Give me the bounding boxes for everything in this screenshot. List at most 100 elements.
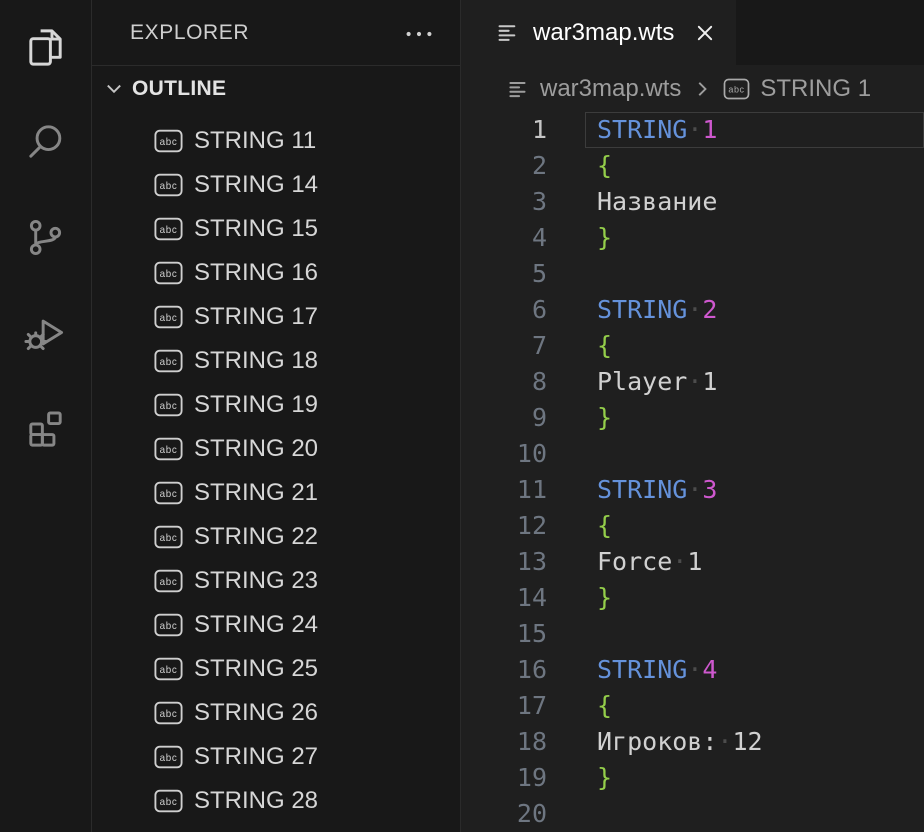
- outline-item-label: STRING 19: [194, 391, 319, 418]
- code-line: 3 Название: [461, 184, 924, 220]
- abc-string-icon: abc: [154, 129, 183, 153]
- svg-text:abc: abc: [160, 797, 178, 808]
- code-line: 8 Player·1: [461, 364, 924, 400]
- code-line-content[interactable]: STRING·2: [585, 292, 924, 328]
- code-line: 16 STRING·4: [461, 652, 924, 688]
- line-number: 7: [531, 331, 547, 360]
- outline-item-label: STRING 15: [194, 215, 319, 242]
- outline-item[interactable]: abc STRING 11: [92, 119, 460, 163]
- line-number: 16: [516, 655, 547, 684]
- line-number: 1: [531, 115, 547, 144]
- code-line-content[interactable]: {: [585, 508, 924, 544]
- code-line-content[interactable]: }: [585, 220, 924, 256]
- svg-text:abc: abc: [160, 225, 178, 236]
- outline-item[interactable]: abc STRING 28: [92, 779, 460, 823]
- breadcrumb-symbol[interactable]: STRING 1: [760, 74, 872, 102]
- outline-item[interactable]: abc STRING 27: [92, 735, 460, 779]
- outline-item[interactable]: abc STRING 23: [92, 559, 460, 603]
- code-token-text: 1: [702, 367, 718, 396]
- code-token-text: 12: [732, 727, 763, 756]
- activitybar-item-search[interactable]: [0, 95, 91, 190]
- svg-text:abc: abc: [160, 313, 178, 324]
- chevron-right-icon: [691, 78, 713, 100]
- svg-text:abc: abc: [729, 84, 745, 94]
- code-line-content[interactable]: {: [585, 328, 924, 364]
- outline-item-label: STRING 20: [194, 435, 319, 462]
- svg-text:abc: abc: [160, 533, 178, 544]
- code-line-content[interactable]: Force·1: [585, 544, 924, 580]
- code-line-content[interactable]: [585, 616, 924, 652]
- abc-string-icon: abc: [154, 173, 183, 197]
- code-line-content[interactable]: }: [585, 400, 924, 436]
- code-line: 11 STRING·3: [461, 472, 924, 508]
- outline-item[interactable]: abc STRING 18: [92, 339, 460, 383]
- outline-item-label: STRING 26: [194, 699, 319, 726]
- code-line-content[interactable]: Название: [585, 184, 924, 220]
- file-lines-icon: [506, 77, 530, 101]
- code-token-brace: {: [597, 151, 613, 180]
- code-line: 15: [461, 616, 924, 652]
- code-line-content[interactable]: [585, 436, 924, 472]
- outline-item-partial[interactable]: abc: [92, 823, 460, 832]
- breadcrumb-file[interactable]: war3map.wts: [540, 74, 682, 102]
- code-line-content[interactable]: Игроков:·12: [585, 724, 924, 760]
- outline-item-label: STRING 25: [194, 655, 319, 682]
- svg-text:abc: abc: [160, 709, 178, 720]
- code-line-content[interactable]: Player·1: [585, 364, 924, 400]
- abc-string-icon: abc: [154, 657, 183, 681]
- code-line: 12 {: [461, 508, 924, 544]
- code-line-content[interactable]: }: [585, 580, 924, 616]
- outline-item[interactable]: abc STRING 26: [92, 691, 460, 735]
- svg-text:abc: abc: [160, 753, 178, 764]
- activitybar-item-run-debug[interactable]: [0, 285, 91, 380]
- code-line-content[interactable]: STRING·4: [585, 652, 924, 688]
- abc-string-icon: abc: [154, 525, 183, 549]
- outline-item[interactable]: abc STRING 16: [92, 251, 460, 295]
- outline-item[interactable]: abc STRING 14: [92, 163, 460, 207]
- code-editor[interactable]: 1 STRING·1 2{3 Название 4} 5 6 STRING·2 7{8 Playe…: [461, 112, 924, 832]
- outline-item[interactable]: abc STRING 15: [92, 207, 460, 251]
- close-icon[interactable]: [692, 20, 718, 46]
- outline-item[interactable]: abc STRING 25: [92, 647, 460, 691]
- code-line-content[interactable]: [585, 796, 924, 832]
- code-token-brace: {: [597, 691, 613, 720]
- outline-item-label: STRING 24: [194, 611, 319, 638]
- outline-item[interactable]: abc STRING 21: [92, 471, 460, 515]
- code-line: 19}: [461, 760, 924, 796]
- outline-item[interactable]: abc STRING 22: [92, 515, 460, 559]
- outline-item[interactable]: abc STRING 20: [92, 427, 460, 471]
- code-token-ws: ·: [687, 367, 703, 396]
- outline-item-label: STRING 11: [194, 127, 317, 154]
- more-actions-button[interactable]: [404, 21, 434, 45]
- code-line-content[interactable]: STRING·1: [585, 112, 924, 148]
- activitybar-item-source-control[interactable]: [0, 190, 91, 285]
- code-line-content[interactable]: }: [585, 760, 924, 796]
- activitybar-item-explorer[interactable]: [0, 0, 91, 95]
- line-number: 2: [531, 151, 547, 180]
- svg-text:abc: abc: [160, 665, 178, 676]
- tab-war3map-wts[interactable]: war3map.wts: [461, 0, 737, 65]
- code-token-brace: }: [597, 223, 613, 252]
- tab-bar: war3map.wts: [461, 0, 924, 65]
- code-token-brace: {: [597, 331, 613, 360]
- code-line-content[interactable]: STRING·3: [585, 472, 924, 508]
- outline-item[interactable]: abc STRING 24: [92, 603, 460, 647]
- outline-section-header[interactable]: OUTLINE: [92, 65, 460, 112]
- code-token-ws: ·: [672, 547, 688, 576]
- line-number: 6: [531, 295, 547, 324]
- outline-item[interactable]: abc STRING 19: [92, 383, 460, 427]
- svg-text:abc: abc: [160, 401, 178, 412]
- outline-item-label: STRING 22: [194, 523, 319, 550]
- code-line-content[interactable]: {: [585, 148, 924, 184]
- code-token-kw: STRING: [597, 295, 688, 324]
- svg-text:abc: abc: [160, 357, 178, 368]
- activitybar-item-extensions[interactable]: [0, 380, 91, 475]
- outline-item-label: STRING 21: [194, 479, 319, 506]
- code-line-content[interactable]: [585, 256, 924, 292]
- code-line: 17 {: [461, 688, 924, 724]
- outline-item-label: STRING 14: [194, 171, 319, 198]
- code-line-content[interactable]: {: [585, 688, 924, 724]
- abc-string-icon: abc: [154, 613, 183, 637]
- outline-item[interactable]: abc STRING 17: [92, 295, 460, 339]
